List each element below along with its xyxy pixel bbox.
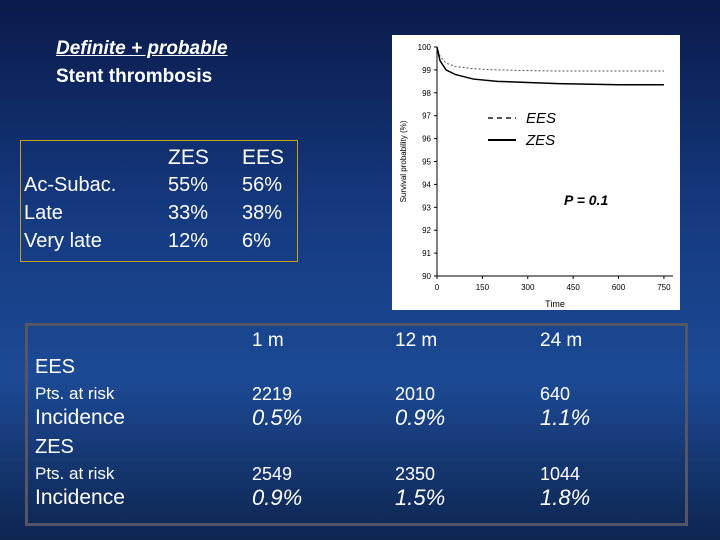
y-tick-label: 100 <box>418 43 432 52</box>
x-tick-label: 0 <box>435 283 440 292</box>
cell: 1.5% <box>395 485 446 510</box>
y-tick-label: 97 <box>422 112 431 121</box>
row-label: Late <box>24 202 63 224</box>
chart-background <box>392 35 680 310</box>
column-header: EES <box>242 146 285 169</box>
annotation: P = 0.1 <box>564 192 608 208</box>
y-tick-label: 91 <box>422 249 431 258</box>
cell: 1.8% <box>540 485 591 510</box>
row-label: Incidence <box>35 406 125 429</box>
y-tick-label: 92 <box>422 226 431 235</box>
row-label: Pts. at risk <box>35 464 115 483</box>
title: Definite + probable <box>56 38 228 59</box>
y-tick-label: 95 <box>422 158 431 167</box>
cell: 1044 <box>540 464 581 484</box>
column-header: 1 m <box>252 330 284 351</box>
cell: 56% <box>242 174 283 196</box>
column-header: 24 m <box>540 330 583 351</box>
cell: 2010 <box>395 384 436 404</box>
cell: 2549 <box>252 464 293 484</box>
cell: 1.1% <box>540 405 591 430</box>
column-header: ZES <box>168 146 209 169</box>
legend-label: ZES <box>525 132 555 149</box>
cell: 33% <box>168 202 209 224</box>
x-tick-label: 300 <box>521 283 535 292</box>
cell: 6% <box>242 230 271 252</box>
series-line <box>436 46 664 86</box>
y-tick-label: 94 <box>422 180 431 189</box>
y-axis-label: Survival probability (%) <box>399 120 408 202</box>
y-tick-label: 98 <box>422 89 431 98</box>
row-label: Pts. at risk <box>35 384 115 403</box>
subtitle: Stent thrombosis <box>56 66 213 87</box>
series-line <box>436 46 664 72</box>
x-tick-label: 150 <box>476 283 490 292</box>
cell: 0.9% <box>252 485 303 510</box>
y-tick-label: 90 <box>422 272 431 281</box>
risk-box <box>25 323 688 526</box>
y-tick-label: 93 <box>422 203 431 212</box>
y-tick-label: 99 <box>422 66 431 75</box>
summary-box <box>20 140 298 262</box>
column-header: 12 m <box>395 330 438 351</box>
cell: 2219 <box>252 384 293 404</box>
cell: 0.9% <box>395 405 446 430</box>
legend-label: EES <box>526 110 556 127</box>
chart: 90 91 92 93 94 95 96 97 98 99 100 0 150 300 450 600 750 T… <box>392 35 680 310</box>
group-label: ZES <box>35 436 74 458</box>
row-label: Incidence <box>35 486 125 509</box>
cell: 38% <box>242 202 283 224</box>
cell: 640 <box>540 384 571 404</box>
row-label: Ac-Subac. <box>24 174 117 196</box>
cell: 0.5% <box>252 405 303 430</box>
cell: 12% <box>168 230 209 252</box>
x-tick-label: 450 <box>566 283 580 292</box>
cell: 55% <box>168 174 209 196</box>
x-axis-label: Time <box>545 299 565 309</box>
group-label: EES <box>35 356 76 378</box>
x-tick-label: 600 <box>612 283 626 292</box>
cell: 2350 <box>395 464 436 484</box>
x-tick-label: 750 <box>657 283 671 292</box>
row-label: Very late <box>24 230 102 252</box>
y-tick-label: 96 <box>422 135 431 144</box>
